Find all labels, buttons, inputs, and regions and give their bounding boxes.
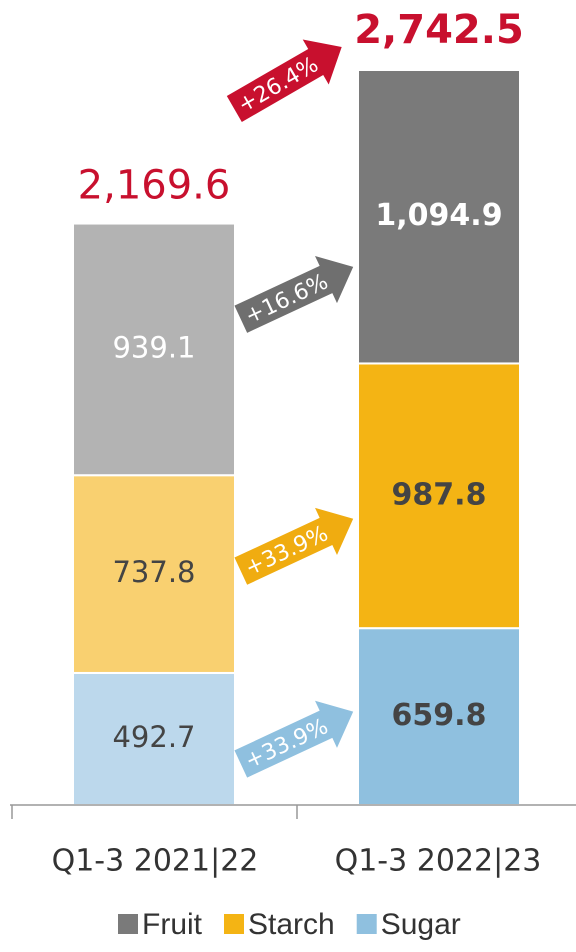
arrow-shape	[226, 39, 342, 122]
legend-swatch	[118, 914, 138, 934]
change-arrow: +16.6%	[234, 255, 354, 333]
bar-segment	[72, 474, 236, 674]
legend-label: Starch	[248, 908, 335, 941]
legend-swatch	[224, 914, 244, 934]
total-label: 2,169.6	[78, 163, 231, 209]
value-label: 939.1	[112, 330, 195, 364]
legend-label: Sugar	[381, 908, 461, 941]
total-label: 2,742.5	[354, 7, 524, 53]
legend-swatch	[356, 914, 377, 934]
bar-segment	[357, 627, 521, 807]
x-tick-label: Q1-3 2022|23	[335, 844, 542, 879]
value-label: 737.8	[112, 555, 195, 589]
bar-segment	[357, 69, 521, 365]
change-arrow: +33.9%	[234, 700, 354, 778]
value-label: 987.8	[392, 477, 487, 512]
bar-segment	[72, 671, 236, 806]
value-label: 1,094.9	[375, 198, 502, 233]
arrow-shape	[234, 255, 354, 333]
legend-label: Fruit	[142, 908, 203, 941]
change-arrow: +26.4%	[226, 39, 342, 122]
bar-segment	[357, 362, 521, 630]
value-label: 659.8	[392, 698, 487, 733]
value-label: 492.7	[112, 720, 195, 754]
change-arrow: +33.9%	[234, 507, 354, 585]
x-tick-label: Q1-3 2021|22	[52, 844, 259, 879]
arrow-shape	[234, 507, 354, 585]
arrow-shape	[234, 700, 354, 778]
bar-segment	[72, 222, 236, 477]
